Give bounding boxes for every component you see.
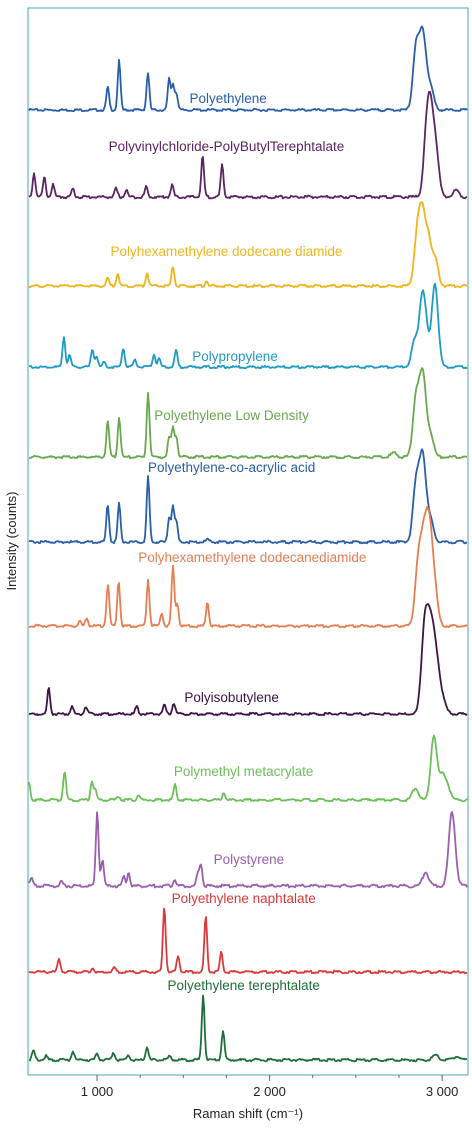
series-label-11: Polyethylene terephtalate xyxy=(168,978,320,993)
spectrum-line-0 xyxy=(28,25,468,113)
series-label-1: Polyvinylchloride-PolyButylTerephtalate xyxy=(109,139,345,154)
series-label-8: Polymethyl metacrylate xyxy=(174,764,314,779)
series-label-9: Polystyrene xyxy=(214,852,285,867)
series-label-6: Polyhexamethylene dodecanediamide xyxy=(138,550,366,565)
x-axis: 1 000 2 000 3 000 xyxy=(81,1075,459,1099)
x-axis-label: Raman shift (cm⁻¹) xyxy=(193,1106,303,1121)
spectrum-line-10 xyxy=(28,907,468,975)
spectrum-line-6 xyxy=(28,506,468,629)
spectrum-line-9 xyxy=(28,811,468,889)
series-label-7: Polyisobutylene xyxy=(184,690,279,705)
series-label-0: Polyethylene xyxy=(190,91,267,106)
spectrum-line-5 xyxy=(28,448,468,545)
x-tick-label: 1 000 xyxy=(81,1084,114,1099)
series-label-2: Polyhexamethylene dodecane diamide xyxy=(110,244,342,259)
x-tick-label: 3 000 xyxy=(426,1084,459,1099)
spectrum-line-1 xyxy=(28,90,468,200)
spectrum-line-2 xyxy=(28,201,468,289)
series-label-4: Polyethylene Low Density xyxy=(154,408,309,423)
series-label-5: Polyethylene-co-acrylic acid xyxy=(148,460,315,475)
x-tick-label: 2 000 xyxy=(253,1084,286,1099)
series-label-3: Polypropylene xyxy=(192,349,278,364)
spectrum-line-8 xyxy=(28,734,468,803)
spectrum-line-4 xyxy=(28,367,467,460)
series-label-10: Polyethylene naphtalate xyxy=(172,891,316,906)
spectrum-line-3 xyxy=(28,282,468,370)
spectrum-line-7 xyxy=(28,603,468,717)
plot-frame xyxy=(27,7,469,1076)
spectrum-line-11 xyxy=(28,994,468,1063)
spectra-group: Polyethylene Polyvinylchloride-PolyButylT… xyxy=(28,25,468,1063)
y-axis-label: Intensity (counts) xyxy=(4,492,19,591)
